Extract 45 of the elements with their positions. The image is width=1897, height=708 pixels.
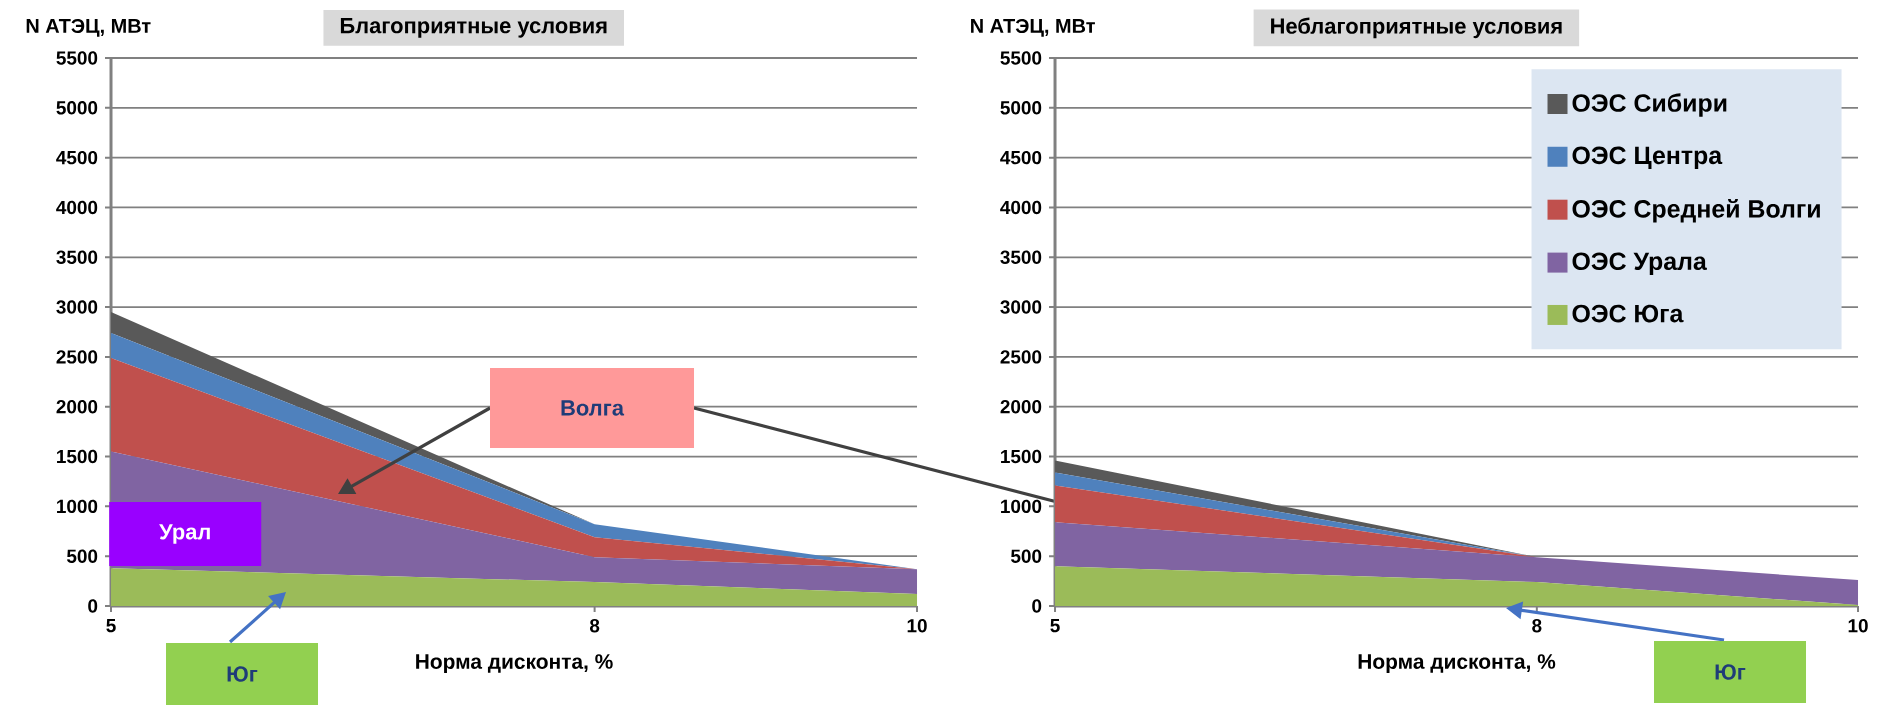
y-tick-label: 5000 — [56, 101, 98, 115]
y-tick-label: 1500 — [1001, 449, 1042, 464]
y-tick-label: 2000 — [1000, 400, 1042, 414]
x-tick-label: 8 — [589, 619, 600, 633]
x-tick-label: 10 — [907, 619, 927, 633]
legend-label: ОЭС Юга — [1572, 304, 1684, 323]
y-tick-label: 1000 — [1001, 499, 1042, 514]
y-tick-label: 0 — [88, 599, 98, 613]
y-tick-label: 5000 — [1000, 101, 1042, 115]
y-tick-label: 3000 — [56, 300, 98, 314]
y-tick-label: 3500 — [56, 250, 98, 264]
legend-label: ОЭС Урала — [1572, 252, 1707, 275]
y-axis-title: N АТЭЦ, МВт — [971, 18, 1095, 37]
x-axis-title: Норма дисконта, % — [416, 654, 613, 674]
y-tick-label: 5500 — [56, 51, 98, 65]
text: Юг — [1715, 664, 1746, 680]
x-axis-title: Норма дисконта, % — [1358, 654, 1556, 674]
y-tick-label: 2500 — [1000, 350, 1042, 364]
y-tick-label: 1500 — [57, 449, 98, 464]
chart-title: Благоприятные условия — [340, 18, 607, 38]
x-tick-label: 10 — [1848, 619, 1868, 633]
y-tick-label: 4000 — [56, 200, 98, 215]
legend-label: ОЭС Средней Волги — [1572, 198, 1820, 223]
text: Юг — [227, 666, 258, 682]
y-tick-label: 2000 — [56, 400, 98, 414]
y-tick-label: 1000 — [57, 499, 98, 514]
annotation: Волга — [561, 400, 625, 416]
y-axis-title: N АТЭЦ, МВт — [26, 18, 151, 37]
y-tick-label: 3500 — [1000, 250, 1042, 264]
y-tick-label: 500 — [66, 549, 98, 563]
y-tick-label: 4500 — [56, 150, 98, 165]
x-tick-label: 8 — [1532, 619, 1542, 633]
y-tick-label: 5500 — [1000, 51, 1042, 65]
chart-title: Неблагоприятные условия — [1271, 17, 1562, 39]
y-tick-label: 2500 — [56, 350, 98, 364]
legend-label: ОЭС Сибири — [1572, 93, 1727, 117]
y-tick-label: 0 — [1032, 599, 1042, 613]
y-tick-label: 500 — [1010, 549, 1042, 563]
x-tick-label: 5 — [1050, 619, 1060, 633]
y-tick-label: 4500 — [1000, 150, 1042, 165]
y-tick-label: 3000 — [1000, 300, 1042, 314]
annotation: Урал — [159, 524, 210, 544]
x-tick-label: 5 — [106, 619, 116, 633]
y-tick-label: 4000 — [1000, 200, 1042, 215]
legend-label: ОЭС Центра — [1572, 146, 1723, 170]
